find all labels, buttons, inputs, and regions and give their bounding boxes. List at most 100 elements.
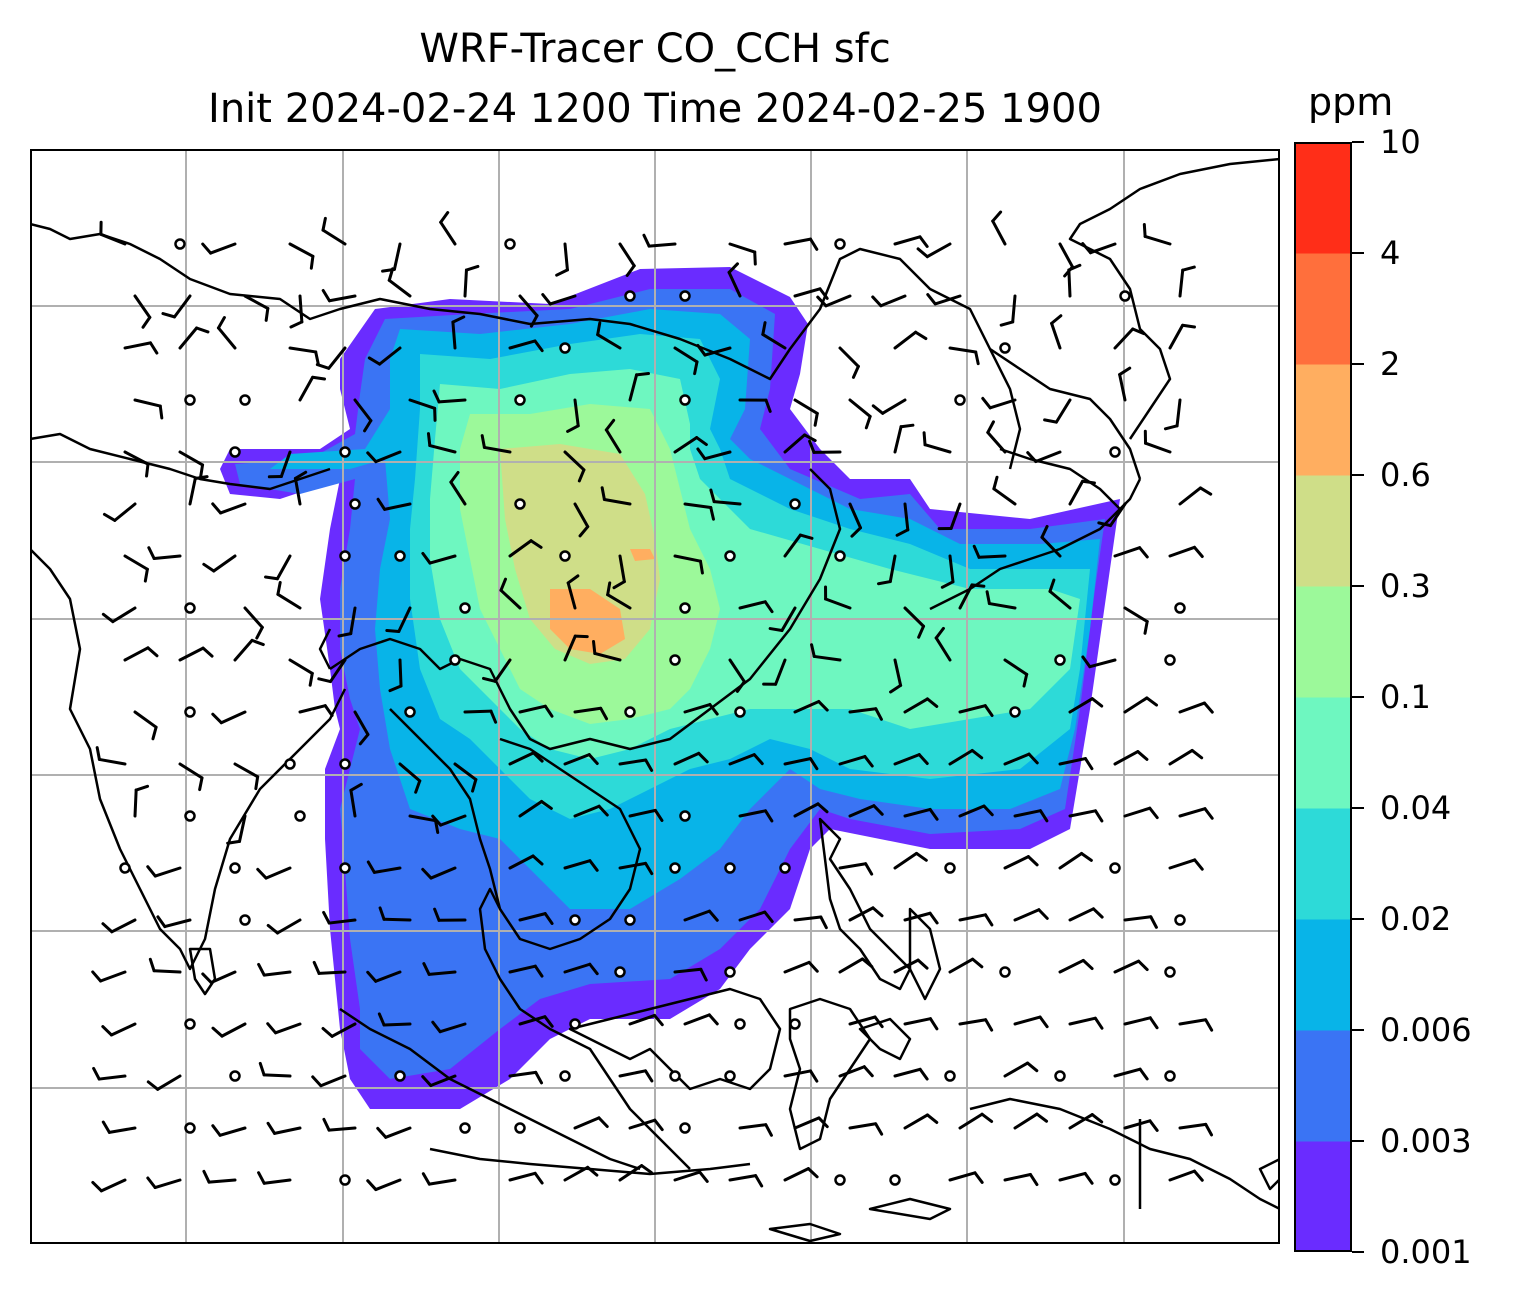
wind-barb	[893, 1067, 929, 1081]
wind-barb	[266, 1022, 302, 1035]
wind-barb	[783, 1069, 819, 1083]
wind-barb	[948, 748, 984, 766]
wind-barb	[288, 658, 314, 687]
calm-wind-marker	[174, 238, 186, 250]
wind-barb	[178, 646, 214, 662]
wind-barb	[311, 1074, 347, 1088]
wind-barb	[1113, 546, 1149, 559]
colorbar-tick	[1352, 696, 1364, 698]
wind-barb	[298, 375, 327, 402]
wind-barb	[838, 862, 874, 876]
calm-wind-marker	[239, 394, 251, 406]
wind-barb	[838, 755, 874, 768]
wind-barb	[266, 918, 302, 935]
wind-barb	[367, 346, 402, 366]
wind-barb	[431, 1020, 467, 1034]
wind-barb	[148, 957, 182, 974]
wind-barb	[728, 1174, 764, 1188]
wind-barbs	[91, 210, 1214, 1193]
wind-barb	[376, 497, 412, 511]
wind-barb	[99, 220, 127, 246]
wind-barb	[257, 1171, 292, 1185]
wind-barb	[793, 1116, 829, 1130]
wind-barb	[728, 242, 757, 266]
map-subtitle: Init 2024-02-24 1200 Time 2024-02-25 190…	[208, 86, 1102, 132]
wind-barb	[761, 321, 787, 350]
wind-barb	[264, 554, 292, 581]
wind-barb	[133, 294, 152, 329]
colorbar-tick-label: 0.006	[1380, 1011, 1472, 1049]
wind-barb	[848, 502, 862, 538]
calm-wind-marker	[614, 966, 626, 978]
calm-wind-marker	[1174, 914, 1186, 926]
wind-barb	[958, 804, 994, 818]
wind-barb	[161, 294, 192, 319]
calm-wind-marker	[459, 1122, 471, 1134]
wind-barb	[508, 339, 544, 353]
calm-wind-marker	[944, 1070, 956, 1082]
wind-barb	[101, 1022, 137, 1037]
calm-wind-marker	[679, 602, 691, 614]
map-frame	[30, 149, 1280, 1244]
wind-barb	[903, 606, 926, 639]
calm-wind-marker	[119, 862, 131, 874]
wind-barb	[727, 262, 742, 298]
calm-wind-marker	[789, 1018, 801, 1030]
wind-barb	[1058, 242, 1074, 278]
wind-barb	[1003, 752, 1039, 766]
wind-barb	[385, 606, 412, 633]
calm-wind-marker	[569, 914, 581, 926]
colorbar-tick-label: 2	[1380, 345, 1401, 383]
colorbar-segment	[1294, 475, 1352, 587]
wind-barb	[958, 583, 986, 610]
wind-barb	[1113, 327, 1146, 350]
calm-wind-marker	[229, 1070, 241, 1082]
wind-barb	[922, 431, 952, 454]
wind-barb	[893, 958, 929, 974]
calm-wind-marker	[184, 394, 196, 406]
wind-barb	[1058, 958, 1094, 974]
wind-barb	[426, 432, 457, 454]
wind-barb	[1003, 1061, 1039, 1078]
calm-wind-marker	[394, 550, 406, 562]
wind-barb	[1026, 450, 1062, 464]
wind-barb	[1168, 323, 1196, 350]
wind-barb	[201, 970, 237, 985]
calm-wind-marker	[1109, 446, 1121, 458]
co-concentration-field	[220, 267, 1120, 1109]
calm-wind-marker	[954, 394, 966, 406]
wind-barb	[188, 475, 209, 506]
wind-barb	[266, 1121, 302, 1135]
colorbar-tick	[1352, 141, 1364, 143]
wind-barb	[508, 1070, 544, 1085]
wind-barb	[563, 753, 599, 766]
wind-barb	[439, 211, 457, 246]
wind-barb	[618, 758, 654, 772]
wind-barb	[573, 1116, 609, 1130]
colorbar-segment	[1294, 919, 1352, 1031]
wind-barb	[518, 912, 554, 925]
wind-barb	[201, 242, 237, 255]
wind-barb	[895, 502, 910, 537]
wind-barb	[563, 859, 599, 872]
wind-barb	[876, 554, 897, 586]
calm-wind-marker	[284, 758, 296, 770]
wind-barb	[376, 1126, 412, 1139]
wind-barb	[696, 343, 732, 357]
wind-barb	[518, 704, 554, 718]
calm-wind-marker	[624, 914, 636, 926]
wind-barb	[146, 1074, 182, 1091]
wind-barb	[1068, 479, 1096, 506]
colorbar-tick-label: 10	[1380, 123, 1421, 161]
wind-barb	[1081, 242, 1117, 255]
wind-barb	[398, 762, 422, 794]
wind-barb	[937, 502, 962, 531]
wind-barb	[133, 784, 150, 818]
wind-barb	[353, 398, 373, 433]
wind-barb	[673, 554, 704, 575]
wind-barb	[696, 447, 732, 461]
wind-barb	[992, 475, 1017, 506]
wind-barb	[1123, 696, 1159, 714]
calm-wind-marker	[1174, 602, 1186, 614]
wind-barb	[353, 710, 370, 746]
